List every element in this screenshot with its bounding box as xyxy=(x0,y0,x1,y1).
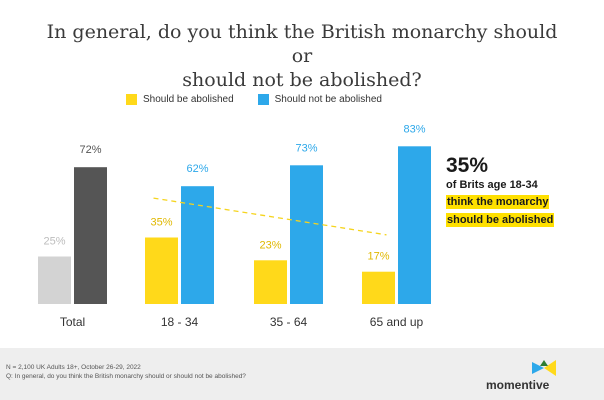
x-tick-label-3: 65 and up xyxy=(370,315,424,329)
bar-no-0 xyxy=(74,167,107,304)
momentive-logo-icon xyxy=(532,360,556,376)
chart-title-line-2: should not be abolished? xyxy=(182,69,422,91)
chart-title-line-1: In general, do you think the British mon… xyxy=(46,21,558,67)
question-note: Q: In general, do you think the British … xyxy=(6,373,246,380)
chart-title: In general, do you think the British mon… xyxy=(40,20,564,92)
bar-yes-2 xyxy=(254,260,287,304)
x-tick-label-2: 35 - 64 xyxy=(270,315,308,329)
bar-no-1 xyxy=(181,186,214,304)
bar-yes-3 xyxy=(362,271,395,304)
bar-no-3 xyxy=(398,146,431,304)
legend-item-yes: Should be abolished xyxy=(126,93,234,105)
data-label-yes-1: 35% xyxy=(150,217,172,229)
legend-label-yes: Should be abolished xyxy=(143,93,234,105)
legend-swatch-yes xyxy=(126,93,137,105)
x-tick-label-1: 18 - 34 xyxy=(161,315,199,329)
data-label-no-2: 73% xyxy=(295,142,317,154)
bar-yes-0 xyxy=(38,256,71,304)
legend-swatch-no xyxy=(257,93,269,105)
footer: N = 2,100 UK Adults 18+, October 26-29, … xyxy=(0,348,604,400)
callout-line-1: of Brits age 18-34 xyxy=(446,179,538,191)
data-label-no-0: 72% xyxy=(79,144,101,156)
callout-highlight-line-3: should be abolished xyxy=(446,213,555,227)
data-label-no-1: 62% xyxy=(186,163,208,175)
bar-chart: 25% 72% Total 35% 62% 18 - 34 23% 73% 35 - 64 17%… xyxy=(38,123,431,329)
callout-percentage: 35% xyxy=(446,154,489,177)
data-label-no-3: 83% xyxy=(403,123,425,135)
legend-label-no: Should not be abolished xyxy=(274,93,382,105)
momentive-logo: momentive xyxy=(486,358,566,392)
x-tick-label-0: Total xyxy=(60,315,85,329)
data-label-yes-3: 17% xyxy=(367,251,389,263)
legend: Should be abolished Should not be abolis… xyxy=(126,92,406,106)
data-label-yes-0: 25% xyxy=(43,236,65,248)
callout: 35% of Brits age 18-34 think the monarch… xyxy=(446,154,596,228)
sample-note: N = 2,100 UK Adults 18+, October 26-29, … xyxy=(6,364,141,371)
trend-line xyxy=(153,197,387,236)
bar-yes-1 xyxy=(145,237,178,304)
legend-item-no: Should not be abolished xyxy=(257,93,382,105)
momentive-wordmark: momentive xyxy=(486,378,550,392)
callout-highlight-line-2: think the monarchy xyxy=(446,195,550,209)
bar-no-2 xyxy=(290,165,323,304)
data-label-yes-2: 23% xyxy=(259,239,281,251)
